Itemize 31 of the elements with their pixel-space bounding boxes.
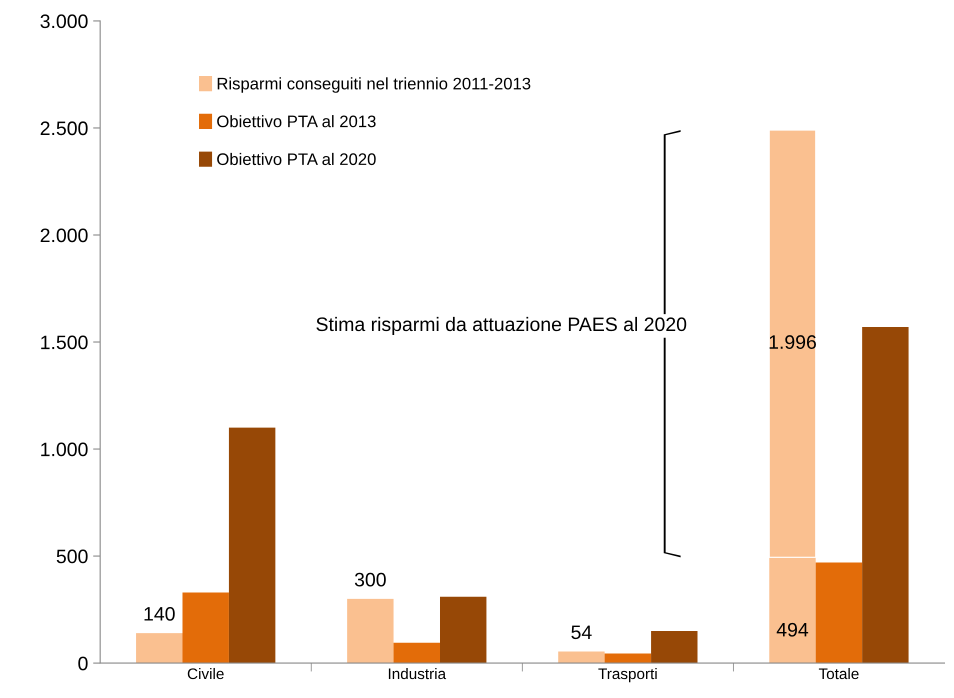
y-tick-label: 1.500: [41, 335, 88, 350]
data-label: 140: [144, 606, 175, 621]
y-tick-label: 2.500: [40, 121, 88, 136]
data-label: 300: [354, 572, 386, 586]
legend-label: Obiettivo PTA al 2013: [217, 115, 376, 128]
x-tick-label: Industria: [388, 668, 446, 680]
bar: [862, 327, 909, 664]
bar: [558, 652, 605, 664]
bar: [816, 562, 862, 664]
y-tick-label: 3.000: [40, 14, 88, 28]
bar: [228, 428, 276, 664]
bar: [347, 598, 394, 664]
bar: [136, 633, 182, 664]
bar: [394, 642, 440, 664]
y-tick-label: 2.000: [40, 228, 88, 242]
data-label: 54: [571, 626, 592, 640]
y-tick-label: 500: [56, 550, 88, 564]
bar: [182, 592, 229, 664]
y-tick-label: 1.000: [41, 442, 88, 456]
x-tick-label: Totale: [818, 668, 859, 680]
bar: [604, 653, 652, 664]
y-tick-label: 0: [78, 656, 88, 670]
annotation: Stima risparmi da attuazione PAES al 2020: [316, 316, 686, 336]
x-tick-label: Trasporti: [598, 668, 657, 682]
legend-label: Risparmi conseguiti nel triennio 2011-2013: [218, 77, 530, 93]
bar: [440, 596, 486, 664]
data-label: 494: [776, 622, 808, 637]
legend-label: Obiettivo PTA al 2020: [217, 152, 376, 166]
data-label: 1.996: [770, 335, 816, 349]
bar: [651, 630, 698, 664]
x-tick-label: Civile: [188, 668, 224, 680]
